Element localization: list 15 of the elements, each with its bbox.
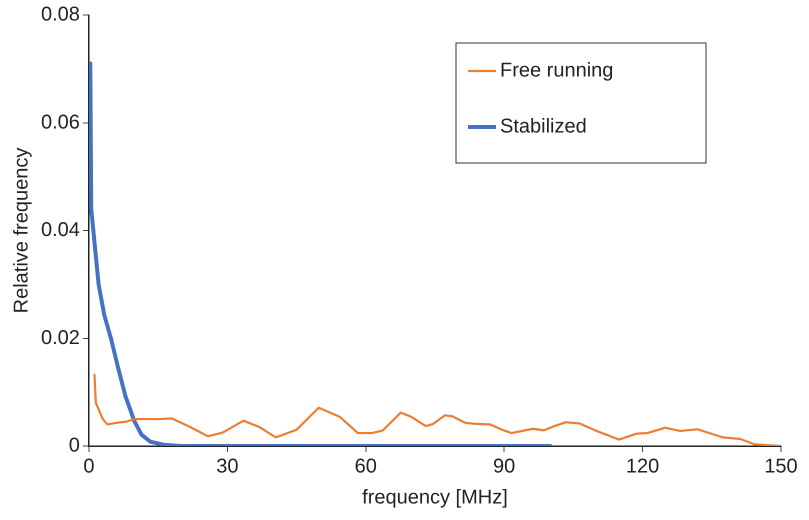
y-tick-label: 0.06 — [40, 111, 80, 134]
y-tick-label: 0.04 — [40, 219, 80, 242]
legend-label: Free running — [500, 60, 614, 82]
y-tick-label: 0 — [68, 434, 80, 457]
x-tick-label: 0 — [83, 456, 94, 478]
y-tick-label: 0.02 — [40, 326, 80, 349]
x-tick-label: 120 — [626, 456, 660, 478]
x-tick-label: 150 — [764, 456, 798, 478]
x-axis-title: frequency [MHz] — [362, 486, 508, 509]
x-tick-label: 60 — [354, 456, 377, 478]
x-tick-label: 90 — [493, 456, 516, 478]
y-axis-title: Relative frequency — [10, 148, 33, 314]
y-tick-label: 0.08 — [40, 4, 80, 26]
x-tick-label: 30 — [216, 456, 238, 478]
legend-label: Stabilized — [500, 116, 587, 138]
